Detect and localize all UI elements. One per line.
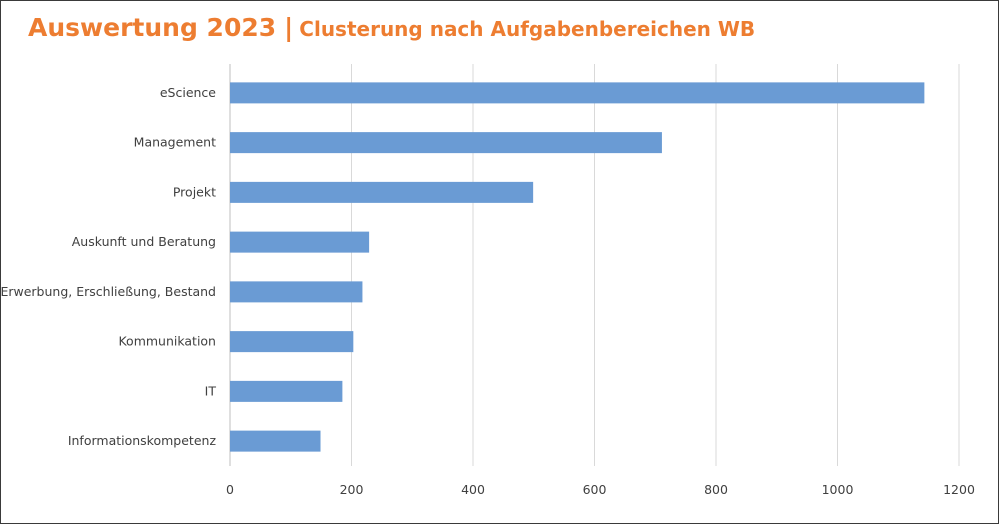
x-tick-label: 800 xyxy=(704,482,728,497)
bar-escience xyxy=(230,82,925,104)
x-tick-label: 200 xyxy=(340,482,364,497)
category-label: Management xyxy=(134,135,216,150)
category-label: Erwerbung, Erschließung, Bestand xyxy=(0,284,216,299)
bar-informationskompetenz xyxy=(230,430,321,452)
title-subtitle: Clusterung nach Aufgabenbereichen WB xyxy=(299,17,756,41)
category-label: eScience xyxy=(160,85,216,100)
category-label: Kommunikation xyxy=(118,334,216,349)
bar-kommunikation xyxy=(230,331,354,353)
category-label: IT xyxy=(205,383,217,398)
x-tick-label: 1200 xyxy=(943,482,975,497)
title-separator: | xyxy=(284,13,294,42)
title-main: Auswertung 2023 xyxy=(28,13,277,42)
category-label: Informationskompetenz xyxy=(68,433,217,448)
bar-it xyxy=(230,380,343,402)
x-tick-label: 400 xyxy=(461,482,485,497)
bar-management xyxy=(230,132,662,154)
x-tick-label: 0 xyxy=(226,482,234,497)
chart-title: Auswertung 2023 | Clusterung nach Aufgaben… xyxy=(28,13,755,42)
x-tick-label: 1000 xyxy=(822,482,854,497)
category-label: Auskunft und Beratung xyxy=(72,234,216,249)
x-tick-label: 600 xyxy=(583,482,607,497)
bar-projekt xyxy=(230,181,534,203)
bar-erwerbung-erschlie-ung-bestand xyxy=(230,281,363,303)
category-label: Projekt xyxy=(173,184,216,199)
bar-auskunft-und-beratung xyxy=(230,231,370,253)
